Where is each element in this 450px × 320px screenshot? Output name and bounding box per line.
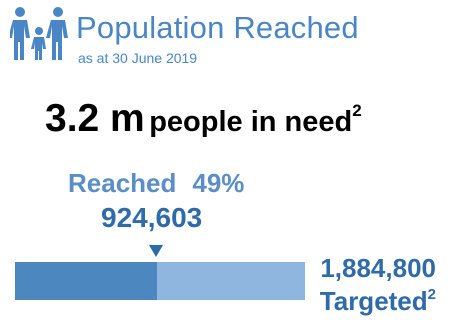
people-in-need-summary: 3.2 m people in need2 [45,97,362,141]
target-value: 1,884,800 [320,253,436,283]
people-in-need-footnote: 2 [352,101,362,120]
people-in-need-label: people in need [149,106,353,138]
family-icon [10,7,68,60]
target-footnote: 2 [427,286,436,303]
people-in-need-value: 3.2 m [45,97,145,140]
reached-count: 924,603 [101,202,203,233]
target-label: Targeted [319,286,428,316]
target-progress-bar [15,262,305,300]
page-title: Population Reached [76,10,359,45]
reached-percent: 49% [192,168,245,198]
reached-pointer-icon [149,245,163,257]
reached-label: Reached [68,168,177,198]
target-label-line: Targeted2 [320,286,436,317]
as-of-date: as at 30 June 2019 [78,50,198,66]
reached-heading: Reached 49% [68,168,244,199]
reached-progress-fill [15,262,158,300]
